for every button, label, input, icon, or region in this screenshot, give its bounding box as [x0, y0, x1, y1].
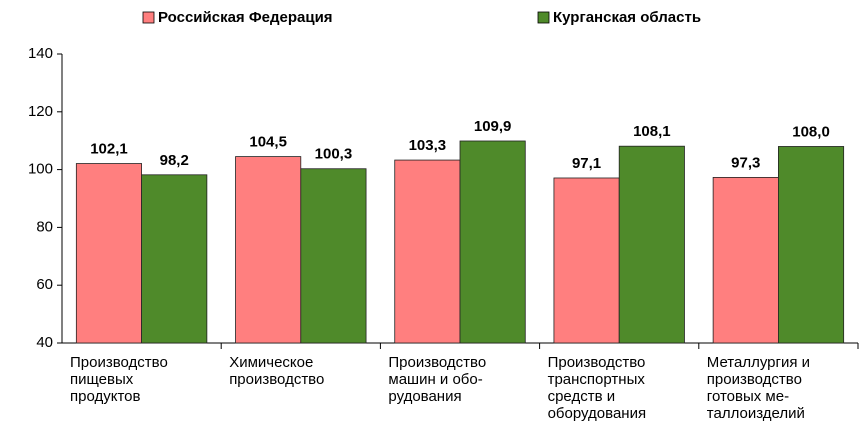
x-tick-label: Химическое — [229, 354, 313, 371]
x-tick-label: транспортных — [548, 371, 646, 388]
legend-swatch — [142, 11, 155, 24]
y-tick-label: 80 — [36, 218, 53, 235]
x-tick-label: рудования — [388, 388, 461, 405]
bar — [394, 159, 461, 344]
x-tick-label: производство — [707, 371, 802, 388]
x-tick-label: средств и — [548, 388, 616, 405]
y-tick-label: 60 — [36, 276, 53, 293]
bar — [712, 177, 779, 344]
y-tick-label: 140 — [28, 45, 53, 62]
value-label: 102,1 — [90, 140, 128, 157]
bar — [300, 168, 367, 344]
y-tick-label: 120 — [28, 103, 53, 120]
bar — [618, 145, 685, 344]
value-label: 100,3 — [315, 146, 353, 163]
value-label: 98,2 — [160, 152, 189, 169]
x-tick-label: Металлургия и — [707, 354, 810, 371]
bar — [235, 156, 302, 344]
value-label: 103,3 — [409, 137, 447, 154]
y-tick-label: 100 — [28, 161, 53, 178]
x-tick-label: производство — [229, 371, 324, 388]
y-tick-label: 40 — [36, 334, 53, 351]
x-tick-label: таллоизделий — [707, 405, 805, 422]
x-tick-label: оборудования — [548, 405, 646, 422]
x-tick-label: машин и обо- — [388, 371, 482, 388]
value-label: 108,1 — [633, 123, 671, 140]
bar — [778, 146, 845, 344]
value-label: 108,0 — [792, 123, 830, 140]
bar — [553, 177, 620, 344]
x-tick-label: Производство — [548, 354, 646, 371]
bar — [459, 140, 526, 344]
bar — [75, 163, 143, 344]
x-tick-label: продуктов — [70, 388, 141, 405]
value-label: 104,5 — [249, 134, 287, 151]
bar — [141, 174, 208, 344]
x-tick-label: Производство — [70, 354, 168, 371]
value-label: 97,1 — [572, 155, 601, 172]
value-label: 109,9 — [474, 118, 512, 135]
x-tick-label: готовых ме- — [707, 388, 789, 405]
value-label: 97,3 — [731, 154, 760, 171]
legend-swatch — [537, 11, 550, 24]
x-tick-label: пищевых — [70, 371, 134, 388]
x-tick-label: Производство — [388, 354, 486, 371]
legend-label: Российская Федерация — [158, 9, 333, 26]
legend-label: Курганская область — [553, 9, 701, 26]
